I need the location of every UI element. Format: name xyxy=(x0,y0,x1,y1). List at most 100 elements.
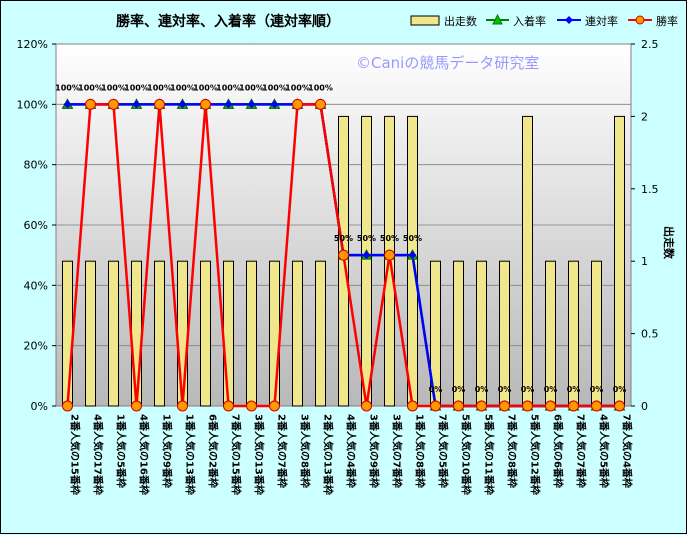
data-label: 0% xyxy=(452,385,466,394)
legend-label-starts: 出走数 xyxy=(444,14,477,28)
bar-starts xyxy=(315,260,326,407)
marker-win xyxy=(246,400,257,412)
y-tick-label: 100% xyxy=(17,98,48,111)
marker-win xyxy=(384,249,395,261)
marker-quinella xyxy=(247,100,256,109)
data-label: 50% xyxy=(380,234,399,243)
marker-win xyxy=(361,400,372,412)
x-tick-label: 1番人気の13番枠 xyxy=(184,414,197,495)
marker-quinella xyxy=(63,100,72,109)
chart-title: 勝率、連対率、入着率（連対率順） xyxy=(116,13,340,30)
y2-tick-label: 1.5 xyxy=(641,183,659,196)
data-label: 0% xyxy=(429,385,443,394)
data-label: 100% xyxy=(262,83,287,92)
bar-starts xyxy=(292,260,303,407)
data-label: 100% xyxy=(78,83,103,92)
data-label: 100% xyxy=(124,83,149,92)
x-tick-label: 5番人気の10番枠 xyxy=(460,414,473,495)
y2-axis-label: 出走数 xyxy=(662,226,676,260)
marker-win xyxy=(269,400,280,412)
x-tick-label: 2番人気の15番枠 xyxy=(69,414,82,495)
marker-quinella xyxy=(270,100,279,109)
data-label: 50% xyxy=(357,234,376,243)
x-tick-label: 7番人気の8番枠 xyxy=(506,414,519,488)
bar-starts xyxy=(85,260,96,407)
y-tick-label: 0% xyxy=(31,400,48,413)
y2-tick-label: 0 xyxy=(641,400,648,413)
x-tick-label: 1番人気の5番枠 xyxy=(115,414,128,488)
marker-quinella xyxy=(362,251,371,260)
x-tick-label: 3番人気の9番枠 xyxy=(368,414,381,488)
x-tick-label: 4番人気の4番枠 xyxy=(345,414,358,488)
marker-win xyxy=(62,400,73,412)
x-tick-label: 2番人気の13番枠 xyxy=(322,414,335,495)
data-label: 100% xyxy=(147,83,172,92)
marker-win xyxy=(315,98,326,110)
bar-starts xyxy=(200,260,211,407)
x-tick-label: 5番人気の12番枠 xyxy=(529,414,542,495)
y2-tick-label: 0.5 xyxy=(641,328,659,341)
bar-starts xyxy=(177,260,188,407)
data-label: 50% xyxy=(403,234,422,243)
marker-win xyxy=(292,98,303,110)
marker-win xyxy=(591,400,602,412)
legend-label-place: 入着率 xyxy=(513,14,546,28)
data-label: 100% xyxy=(308,83,333,92)
data-label: 100% xyxy=(55,83,80,92)
bar-starts xyxy=(223,260,234,407)
data-label: 0% xyxy=(521,385,535,394)
marker-win xyxy=(453,400,464,412)
data-label: 100% xyxy=(285,83,310,92)
data-label: 0% xyxy=(567,385,581,394)
x-tick-label: 2番人気の7番枠 xyxy=(276,414,289,488)
marker-win xyxy=(85,98,96,110)
marker-win xyxy=(108,98,119,110)
marker-win xyxy=(177,400,188,412)
legend-marker-place xyxy=(492,13,503,25)
legend-label-quinella: 連対率 xyxy=(585,14,618,28)
marker-win xyxy=(499,400,510,412)
x-tick-label: 3番人気の13番枠 xyxy=(253,414,266,495)
legend-label-win: 勝率 xyxy=(656,14,678,28)
data-label: 100% xyxy=(170,83,195,92)
watermark: ©Caniの競馬データ研究室 xyxy=(356,54,539,72)
marker-win xyxy=(154,98,165,110)
x-tick-label: 6番人気の2番枠 xyxy=(207,414,220,488)
y2-tick-label: 2 xyxy=(641,110,648,123)
data-label: 0% xyxy=(590,385,604,394)
y2-tick-label: 2.5 xyxy=(641,38,659,51)
marker-win xyxy=(614,400,625,412)
bar-starts xyxy=(269,260,280,407)
marker-quinella xyxy=(178,100,187,109)
data-label: 0% xyxy=(475,385,489,394)
legend-marker-win xyxy=(635,15,645,25)
x-tick-label: 4番人気の17番枠 xyxy=(92,414,105,495)
marker-win xyxy=(545,400,556,412)
x-tick-label: 3番人気の8番枠 xyxy=(299,414,312,488)
x-tick-label: 1番人気の9番枠 xyxy=(161,414,174,488)
marker-win xyxy=(131,400,142,412)
data-label: 0% xyxy=(498,385,512,394)
data-label: 100% xyxy=(239,83,264,92)
x-tick-label: 5番人気の11番枠 xyxy=(483,414,496,495)
x-tick-label: 1番人気の8番枠 xyxy=(414,414,427,488)
bar-starts xyxy=(614,115,625,407)
marker-win xyxy=(223,400,234,412)
data-label: 50% xyxy=(334,234,353,243)
bar-starts xyxy=(246,260,257,407)
data-label: 100% xyxy=(101,83,126,92)
y-tick-label: 20% xyxy=(24,340,48,353)
bar-starts xyxy=(131,260,142,407)
bar-starts xyxy=(154,260,165,407)
bar-starts xyxy=(62,260,73,407)
marker-quinella xyxy=(408,251,417,260)
bar-starts xyxy=(361,115,372,407)
bar-starts xyxy=(522,115,533,407)
x-tick-label: 7番人気の15番枠 xyxy=(230,414,243,495)
marker-quinella xyxy=(224,100,233,109)
marker-quinella xyxy=(132,100,141,109)
data-label: 100% xyxy=(216,83,241,92)
x-tick-label: 7番人気の7番枠 xyxy=(575,414,588,488)
x-tick-label: 4番人気の16番枠 xyxy=(138,414,151,495)
